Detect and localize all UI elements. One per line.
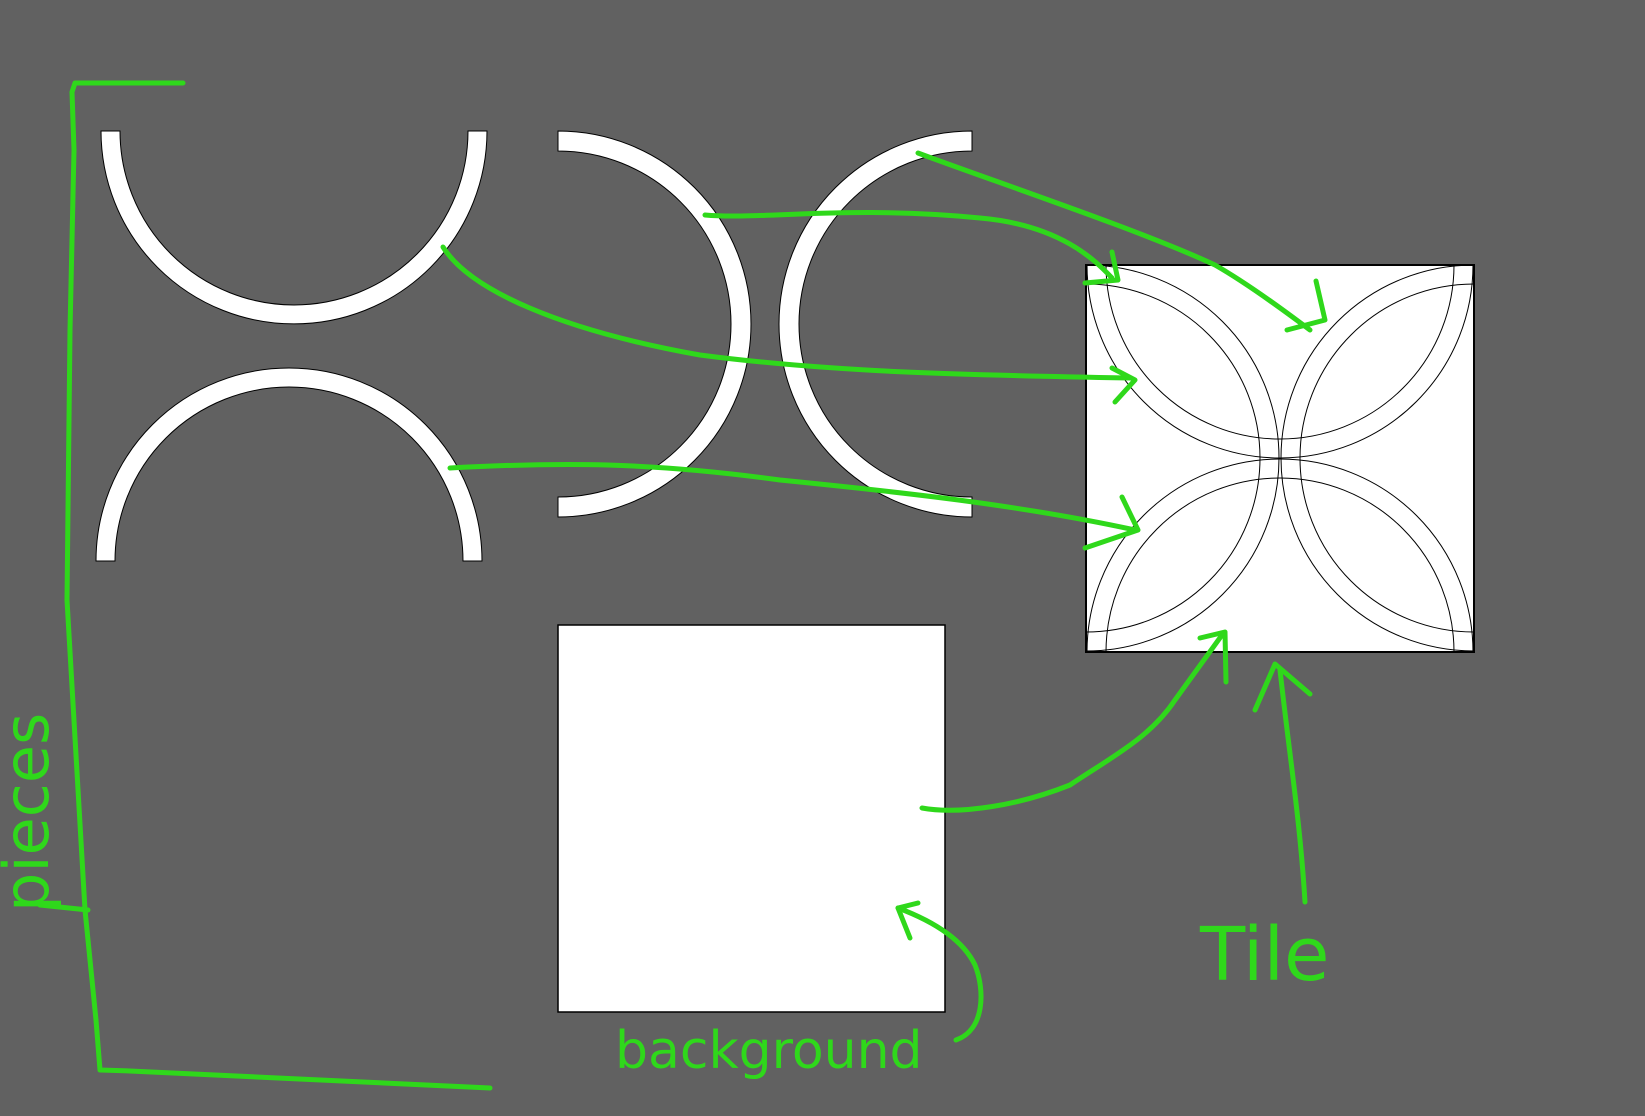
pieces-bracket [64, 80, 493, 1091]
arrow-background [919, 632, 1225, 813]
pieces-bracket-tick [37, 902, 91, 913]
arrow-up-piece [440, 244, 1133, 381]
half-ring-opening-left [557, 130, 752, 518]
arrow-down-piece-head [1082, 494, 1141, 551]
label-pieces: pieces [0, 713, 63, 912]
tile [1085, 264, 1475, 653]
tile-petal-top-right [1280, 265, 1474, 652]
label-background: background [615, 1021, 923, 1081]
pieces-group [95, 130, 973, 562]
arrow-background-label-head [895, 900, 921, 941]
annotations [37, 80, 1328, 1091]
half-ring-opening-down [95, 367, 483, 562]
arrow-top-right-piece-head [1284, 278, 1328, 333]
label-tile: Tile [1199, 912, 1330, 998]
arrow-left-piece [702, 210, 1115, 281]
half-ring-opening-up [100, 130, 488, 325]
tile-petal-bottom [1086, 458, 1474, 652]
tile-petal-top-left [1086, 265, 1474, 652]
arrow-background-head [1197, 629, 1229, 685]
arrow-background-label [895, 905, 984, 1043]
arrow-down-piece [447, 461, 1138, 533]
background-square [557, 624, 946, 1013]
arrow-tile [1277, 667, 1308, 905]
arrow-top-right-piece [915, 150, 1313, 333]
half-ring-opening-right [778, 130, 973, 518]
arrow-left-piece-head [1082, 249, 1121, 286]
arrow-up-piece-head [1109, 365, 1138, 405]
arrow-tile-head [1252, 661, 1313, 713]
